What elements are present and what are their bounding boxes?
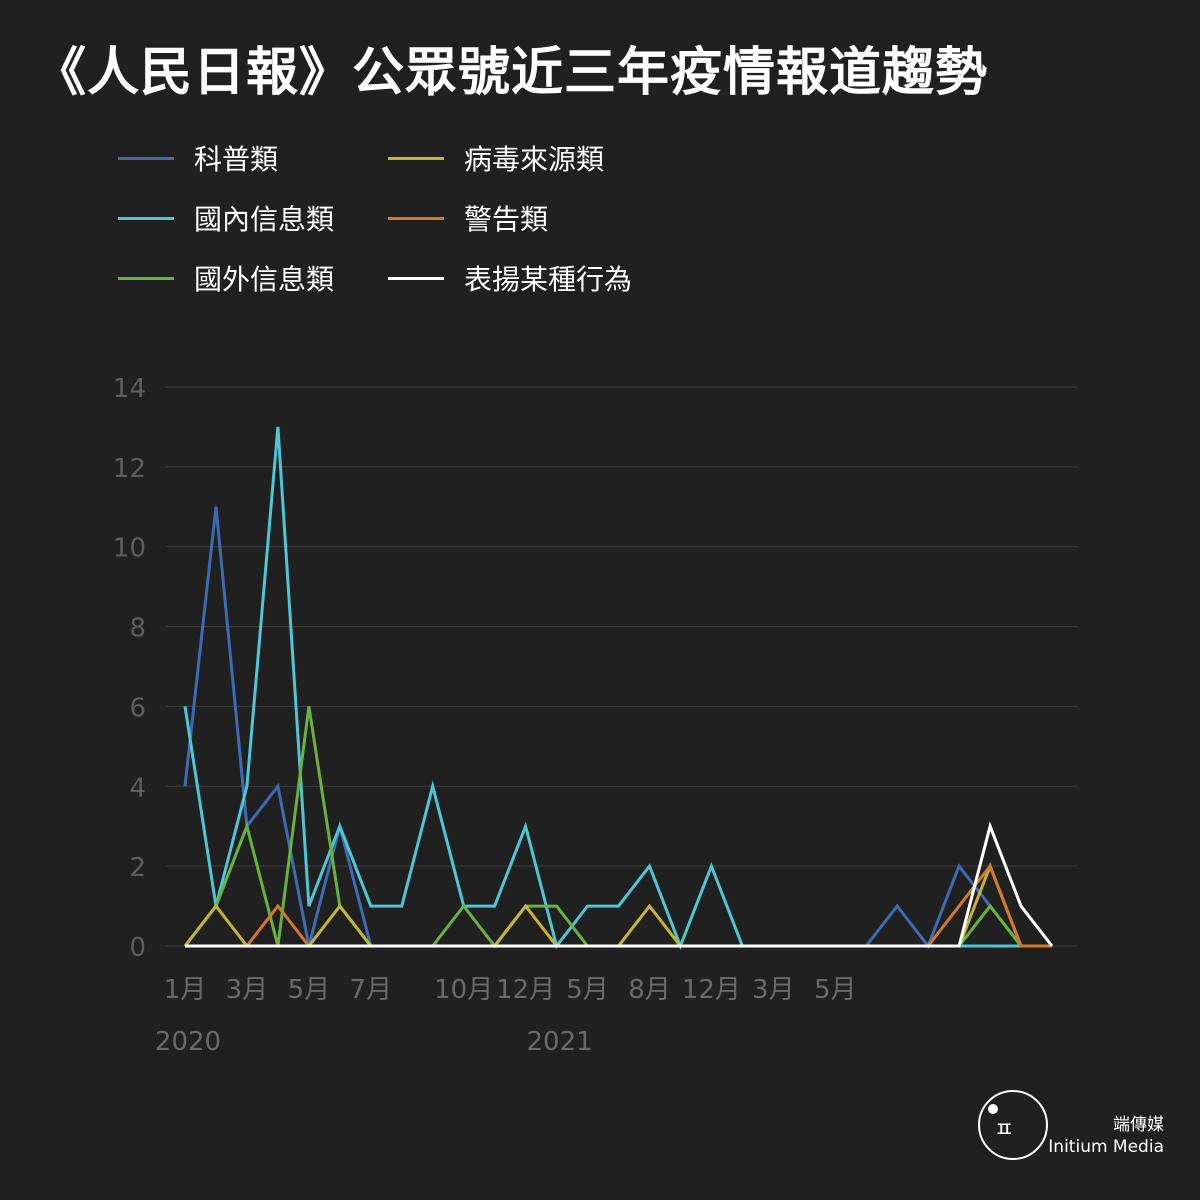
- legend-swatch: [118, 276, 174, 280]
- series-line: [185, 821, 1054, 948]
- x-tick-label: 3月: [226, 975, 269, 1005]
- logo-circle-icon: ㅍ: [978, 1090, 1048, 1160]
- y-tick-label: 12: [113, 454, 146, 484]
- legend-item: 警告類: [388, 196, 548, 240]
- legend-item: 表揚某種行為: [388, 256, 632, 300]
- legend-label: 科普類: [194, 143, 279, 176]
- x-tick-label: 5月: [814, 975, 857, 1005]
- x-tick-label: 5月: [566, 975, 609, 1005]
- legend-swatch: [388, 156, 444, 160]
- y-tick-label: 10: [113, 534, 146, 564]
- y-tick-label: 6: [129, 693, 146, 723]
- x-tick-label: 7月: [350, 975, 393, 1005]
- x-tick-label: 12月: [682, 975, 741, 1005]
- legend-label: 國外信息類: [194, 263, 335, 296]
- x-tick-label: 10月: [434, 975, 493, 1005]
- y-tick-label: 0: [129, 933, 146, 963]
- legend-label: 表揚某種行為: [464, 263, 633, 296]
- year-label: 2021: [526, 1027, 592, 1057]
- x-tick-label: 12月: [496, 975, 555, 1005]
- x-tick-label: 5月: [288, 975, 331, 1005]
- legend-item: 國外信息類: [118, 256, 334, 300]
- series-line: [183, 506, 1052, 950]
- y-tick-label: 2: [129, 853, 146, 883]
- legend-item: 國內信息類: [118, 196, 334, 240]
- legend-swatch: [388, 276, 444, 280]
- year-label: 2020: [155, 1027, 221, 1057]
- brand-logo-area: ㅍ 端傳媒 Initium Media: [974, 1086, 1174, 1166]
- legend-item: 科普類: [118, 136, 278, 180]
- x-tick-label: 3月: [752, 975, 795, 1005]
- brand-name-cn: 端傳媒: [1113, 1115, 1164, 1135]
- logo-glyph: ㅍ: [994, 1118, 1015, 1143]
- legend-label: 警告類: [464, 203, 549, 236]
- series-line: [183, 426, 1052, 951]
- legend-swatch: [388, 216, 444, 220]
- legend: 科普類國內信息類國外信息類 病毒來源類警告類表揚某種行為: [118, 136, 718, 316]
- series-line: [183, 706, 1052, 949]
- legend-label: 國內信息類: [194, 203, 335, 236]
- y-tick-label: 14: [113, 374, 146, 404]
- legend-label: 病毒來源類: [464, 143, 605, 176]
- x-tick-label: 8月: [628, 975, 671, 1005]
- brand-name-en: Initium Media: [1048, 1137, 1164, 1157]
- y-tick-label: 4: [129, 773, 146, 803]
- legend-swatch: [118, 216, 174, 220]
- legend-swatch: [118, 156, 174, 160]
- x-tick-label: 1月: [164, 975, 207, 1005]
- chart-title: 《人民日報》公眾號近三年疫情報道趨勢: [34, 43, 989, 103]
- logo-dot-icon: [988, 1104, 998, 1114]
- legend-item: 病毒來源類: [388, 136, 604, 180]
- y-tick-label: 8: [129, 614, 146, 644]
